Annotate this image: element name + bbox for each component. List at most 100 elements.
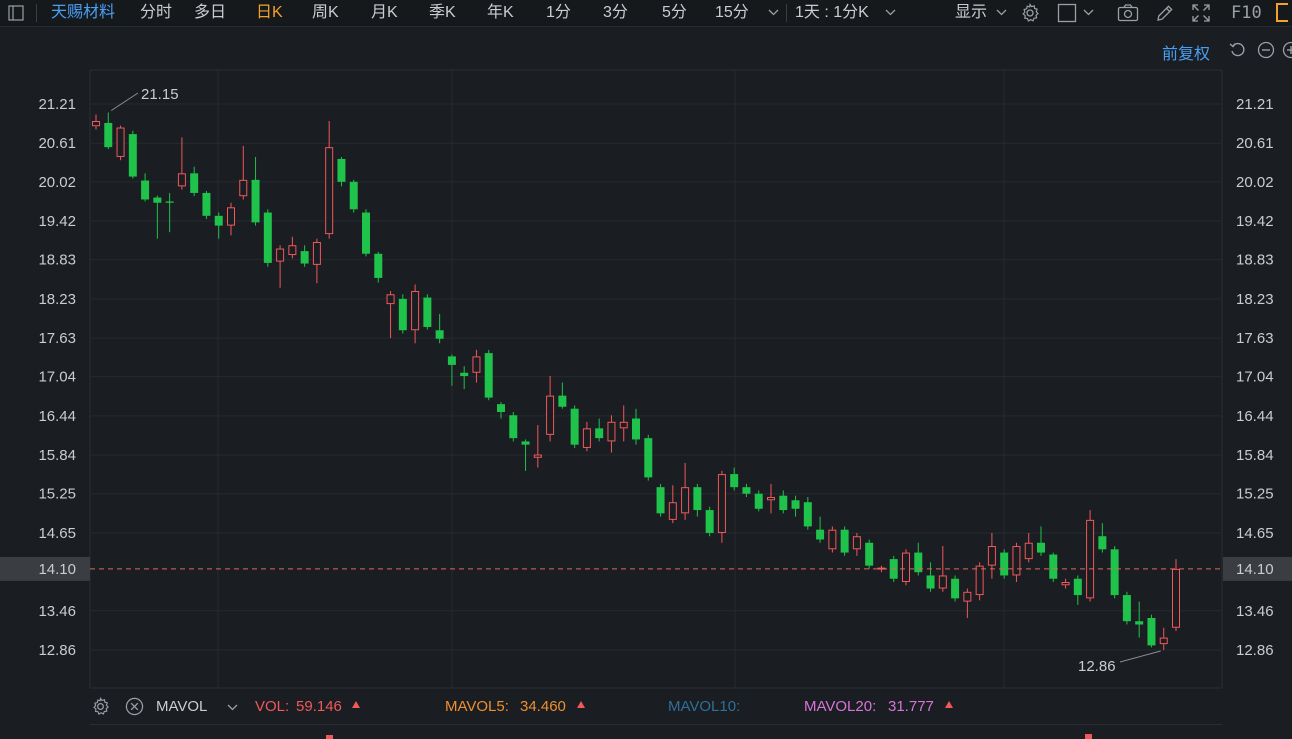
candle-body <box>1073 578 1082 596</box>
zoom-out-icon[interactable] <box>1257 41 1275 59</box>
settings-gear-icon[interactable] <box>1020 3 1040 23</box>
y-tick-label: 20.61 <box>38 135 76 152</box>
candle-body <box>460 372 469 377</box>
high-price-label: 21.15 <box>141 86 179 103</box>
tab-1min[interactable]: 1分 <box>546 4 571 21</box>
candle <box>570 405 579 448</box>
fullscreen-icon[interactable] <box>1191 3 1211 23</box>
candle-body <box>938 575 947 589</box>
edge-panel-toggle[interactable] <box>1276 3 1288 22</box>
tab-5min[interactable]: 5分 <box>662 4 687 21</box>
camera-icon[interactable] <box>1117 3 1139 23</box>
candle-body <box>987 546 996 566</box>
candle <box>521 439 530 471</box>
close-indicator-icon[interactable] <box>125 697 144 716</box>
candle-body <box>730 474 739 488</box>
y-tick-label: 17.63 <box>1236 330 1274 347</box>
candle <box>1159 627 1168 650</box>
candle-body <box>865 542 874 566</box>
candle-body <box>1000 552 1009 576</box>
chevron-down-icon[interactable] <box>996 9 1007 16</box>
candle <box>926 562 935 592</box>
mavol5-value: 34.460 <box>520 698 566 715</box>
candle-body <box>325 147 334 235</box>
y-tick-label: 18.23 <box>38 291 76 308</box>
indicator-select[interactable]: MAVOL <box>156 698 208 715</box>
candle-body <box>104 122 113 148</box>
vol-label: VOL: <box>255 698 290 715</box>
candle <box>165 192 174 233</box>
candle-body <box>914 552 923 573</box>
candle <box>767 483 775 514</box>
chevron-down-icon[interactable] <box>1083 9 1094 16</box>
candle-body <box>509 415 518 439</box>
candle <box>472 349 481 383</box>
candle-body <box>767 496 775 501</box>
y-tick-label: 16.44 <box>1236 408 1274 425</box>
sidebar-toggle-icon[interactable] <box>8 5 24 21</box>
chevron-down-icon[interactable] <box>768 9 779 16</box>
checkbox-icon[interactable] <box>1057 3 1077 23</box>
candle <box>1061 578 1070 589</box>
tab-daily-k[interactable]: 日K <box>256 4 283 21</box>
low-pointer-line <box>1119 650 1161 663</box>
tab-3min[interactable]: 3分 <box>603 4 628 21</box>
y-tick-label: 15.25 <box>38 486 76 503</box>
low-price-label: 12.86 <box>1078 658 1116 675</box>
candle <box>1172 559 1180 632</box>
candle <box>1122 591 1131 625</box>
candlestick-chart[interactable]: 21.21 20.61 20.02 19.42 18.83 18.23 17.63 17.04… <box>0 0 1292 690</box>
candle <box>902 549 910 586</box>
candle <box>828 526 837 553</box>
candle <box>951 575 960 602</box>
candle-body <box>349 181 358 210</box>
pencil-icon[interactable] <box>1155 3 1175 23</box>
candle-body <box>239 179 248 197</box>
tab-weekly-k[interactable]: 周K <box>312 4 339 21</box>
chevron-down-icon[interactable] <box>885 9 896 16</box>
chevron-down-icon[interactable] <box>227 704 238 711</box>
tab-monthly-k[interactable]: 月K <box>371 4 398 21</box>
candle <box>509 411 518 442</box>
tab-intraday[interactable]: 分时 <box>140 4 173 21</box>
tab-yearly-k[interactable]: 年K <box>487 4 514 21</box>
mavol20-label: MAVOL20: <box>804 698 877 715</box>
price-adjust-label[interactable]: 前复权 <box>1161 46 1210 63</box>
f10-button[interactable]: F10 <box>1231 3 1262 23</box>
display-menu[interactable]: 显示 <box>955 4 988 21</box>
tab-multi-day[interactable]: 多日 <box>194 4 227 21</box>
candle <box>693 483 702 517</box>
candle <box>975 562 984 601</box>
candle <box>632 408 640 445</box>
current-price-tag-left <box>0 556 90 581</box>
candle-body <box>165 201 174 203</box>
candle-body <box>1037 542 1045 553</box>
candle-body <box>644 438 653 478</box>
candle <box>1135 601 1144 638</box>
reset-icon[interactable] <box>1229 41 1247 59</box>
candle-body <box>717 474 726 533</box>
candle <box>202 190 211 220</box>
candle-body <box>116 127 125 157</box>
candle <box>803 496 812 530</box>
candle-body <box>1172 568 1180 628</box>
candle-body <box>251 179 260 223</box>
candle <box>362 209 370 257</box>
candle-body <box>533 454 542 458</box>
stock-name[interactable]: 天赐材料 <box>51 4 116 21</box>
candle <box>619 405 628 442</box>
candle <box>742 483 751 497</box>
candle-body <box>1147 617 1156 646</box>
interval-select[interactable]: 1天 : 1分K <box>795 4 869 21</box>
y-tick-label: 15.84 <box>1236 447 1274 464</box>
candle <box>546 376 555 442</box>
candle-body <box>398 298 407 331</box>
tab-quarterly-k[interactable]: 季K <box>429 4 456 21</box>
indicator-settings-gear-icon[interactable] <box>91 697 110 716</box>
zoom-in-icon[interactable] <box>1282 41 1292 59</box>
candle <box>128 130 137 179</box>
indicator-bar: MAVOL VOL: 59.146 MAVOL5: 34.460 MAVOL10… <box>0 690 1292 724</box>
candle-body <box>705 510 714 533</box>
tab-15min[interactable]: 15分 <box>715 4 749 21</box>
candle-body <box>1086 519 1095 599</box>
